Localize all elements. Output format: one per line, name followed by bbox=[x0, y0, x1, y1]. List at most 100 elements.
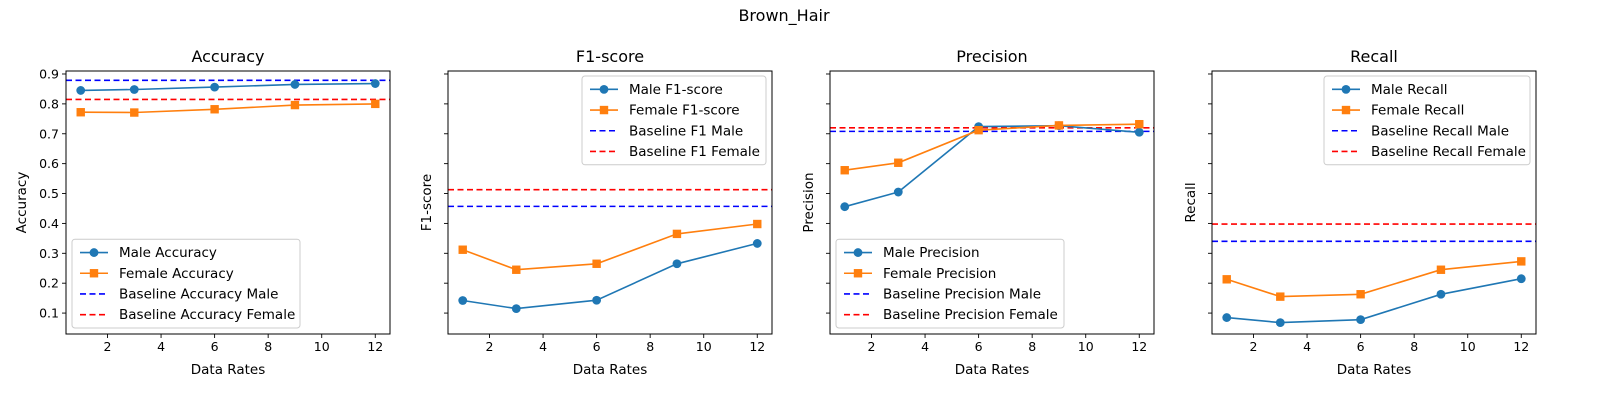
chart-1-legend-label-male-accuracy: Male Accuracy bbox=[119, 245, 217, 261]
chart-4-x-tick-label: 12 bbox=[1513, 339, 1529, 354]
chart-4-data-point-male-recall bbox=[1436, 289, 1446, 299]
chart-2-legend-label-male-f1-score: Male F1-score bbox=[629, 82, 723, 98]
chart-1-plot-area bbox=[66, 79, 390, 117]
chart-4-data-point-male-recall bbox=[1275, 318, 1285, 328]
chart-2-x-tick-label: 10 bbox=[696, 339, 712, 354]
chart-3-plot-area bbox=[830, 119, 1154, 212]
chart-1-data-point-male-accuracy bbox=[370, 79, 380, 88]
chart-3-data-point-male-precision bbox=[840, 202, 850, 212]
chart-1-data-point-male-accuracy bbox=[76, 86, 86, 95]
chart-1-data-point-female-accuracy bbox=[290, 100, 300, 110]
chart-4-title: Recall bbox=[1350, 47, 1398, 66]
chart-1-data-point-male-accuracy bbox=[290, 80, 300, 89]
chart-4-series-line-female-recall bbox=[1226, 260, 1522, 298]
chart-3-legend-marker-female-precision bbox=[853, 269, 863, 278]
chart-1-x-tick-label: 2 bbox=[104, 339, 112, 354]
chart-3-data-point-female-precision bbox=[894, 158, 903, 167]
chart-2-legend: Male F1-score Female F1-score Baseline F1 … bbox=[581, 75, 767, 166]
chart-4-legend-label-female-recall: Female Recall bbox=[1371, 103, 1464, 119]
chart-1-x-tick-label: 6 bbox=[211, 339, 219, 354]
chart-4-series-line-male-recall bbox=[1226, 277, 1522, 324]
chart-2-x-tick-label: 12 bbox=[749, 339, 765, 354]
chart-3-x-tick-label: 12 bbox=[1131, 339, 1147, 354]
chart-2-x-axis-label: Data Rates bbox=[573, 362, 648, 378]
chart-4-data-point-female-recall bbox=[1517, 257, 1526, 266]
chart-4-data-point-male-recall bbox=[1516, 274, 1526, 284]
chart-3-x-tick-label: 6 bbox=[975, 339, 983, 354]
chart-1-data-point-female-accuracy bbox=[371, 99, 380, 109]
chart-1-series-line-female-accuracy bbox=[80, 103, 376, 114]
chart-3-data-point-female-precision bbox=[1054, 121, 1064, 130]
chart-1-legend-label-baseline-accuracy-female: Baseline Accuracy Female bbox=[119, 307, 295, 323]
chart-1-legend-marker-male-accuracy bbox=[89, 248, 99, 257]
chart-3-x-tick-label: 4 bbox=[921, 339, 929, 354]
chart-1-legend: Male Accuracy Female Accuracy Baseline Acc… bbox=[71, 238, 301, 329]
chart-panel-recall: Recall 2 4 6 8 10 12 Data Rates Recall Male Recal… bbox=[1183, 47, 1537, 378]
chart-4-data-point-male-recall bbox=[1222, 313, 1232, 322]
chart-1-x-tick-label: 10 bbox=[314, 339, 330, 354]
chart-1-y-tick-label: 0.9 bbox=[39, 66, 59, 81]
chart-1-y-tick-label: 0.2 bbox=[39, 276, 59, 291]
chart-1-x-tick-label: 12 bbox=[367, 339, 383, 354]
chart-2-legend-label-baseline-f1-male: Baseline F1 Male bbox=[629, 123, 743, 139]
chart-4-data-point-male-recall bbox=[1356, 315, 1366, 325]
chart-2-data-point-female-f1-score bbox=[592, 259, 601, 268]
chart-2-x-tick-label: 8 bbox=[646, 339, 654, 354]
chart-4-x-tick-label: 4 bbox=[1303, 339, 1311, 354]
chart-1-y-tick-label: 0.4 bbox=[39, 216, 59, 231]
chart-2-data-point-male-f1-score bbox=[592, 295, 602, 305]
chart-2-legend-marker-male-f1-score bbox=[599, 84, 609, 94]
chart-1-y-tick-label: 0.8 bbox=[39, 96, 59, 111]
chart-2-data-point-male-f1-score bbox=[458, 296, 468, 305]
chart-2-data-point-male-f1-score bbox=[511, 304, 521, 313]
chart-1-data-point-female-accuracy bbox=[210, 105, 219, 114]
chart-4-legend-box bbox=[1323, 75, 1531, 166]
chart-4-x-tick-label: 6 bbox=[1357, 339, 1365, 354]
chart-1-y-tick-label: 0.6 bbox=[39, 156, 59, 171]
chart-2-title: F1-score bbox=[576, 47, 644, 66]
chart-2-data-point-female-f1-score bbox=[458, 245, 467, 254]
chart-1-y-tick-label: 0.5 bbox=[39, 186, 59, 201]
chart-4-x-tick-label: 8 bbox=[1410, 339, 1418, 354]
chart-3-legend-label-female-precision: Female Precision bbox=[883, 266, 996, 282]
chart-3-x-axis-label: Data Rates bbox=[955, 362, 1030, 378]
chart-2-data-point-female-f1-score bbox=[512, 265, 521, 274]
chart-2-data-point-female-f1-score bbox=[672, 229, 682, 239]
chart-1-legend-label-female-accuracy: Female Accuracy bbox=[119, 266, 234, 282]
chart-4-x-tick-label: 10 bbox=[1460, 339, 1476, 354]
chart-1-y-axis-label: Accuracy bbox=[14, 172, 30, 234]
chart-3-axes-frame bbox=[829, 70, 1155, 335]
chart-2-series-line-male-f1-score bbox=[462, 242, 758, 310]
chart-4-legend: Male Recall Female Recall Baseline Recall … bbox=[1323, 75, 1531, 166]
chart-1-x-tick-label: 8 bbox=[264, 339, 272, 354]
chart-panel-precision: Precision 2 4 6 8 10 12 Data Rates Precision Male… bbox=[801, 47, 1155, 378]
chart-4-data-point-female-recall bbox=[1222, 275, 1231, 284]
chart-4-legend-label-baseline-recall-male: Baseline Recall Male bbox=[1371, 123, 1509, 139]
chart-2-data-point-male-f1-score bbox=[672, 259, 682, 269]
chart-2-plot-area bbox=[448, 188, 772, 313]
chart-3-legend-marker-male-precision bbox=[853, 248, 863, 257]
chart-3-data-point-male-precision bbox=[1134, 127, 1144, 137]
chart-2-x-tick-label: 4 bbox=[539, 339, 547, 354]
chart-2-legend-label-baseline-f1-female: Baseline F1 Female bbox=[629, 144, 760, 160]
chart-panel-f1-score: F1-score 2 4 6 8 10 12 Data Rates F1-score Male F… bbox=[419, 47, 773, 378]
chart-1-legend-label-baseline-accuracy-male: Baseline Accuracy Male bbox=[119, 286, 278, 302]
chart-1-data-point-male-accuracy bbox=[210, 82, 220, 92]
chart-2-series-line-female-f1-score bbox=[462, 223, 758, 271]
chart-4-legend-label-baseline-recall-female: Baseline Recall Female bbox=[1371, 144, 1526, 160]
chart-4-legend-marker-male-recall bbox=[1341, 84, 1351, 94]
chart-1-y-tick-label: 0.1 bbox=[39, 306, 59, 321]
chart-2-data-point-male-f1-score bbox=[752, 239, 762, 248]
chart-1-x-axis-label: Data Rates bbox=[191, 362, 266, 378]
chart-4-x-tick-label: 2 bbox=[1250, 339, 1258, 354]
chart-panels: Accuracy 2 4 6 8 10 12 0.1 0.2 0.3 0.4 0.5 0.6 0.7 0.8… bbox=[14, 47, 1537, 378]
chart-3-x-tick-label: 10 bbox=[1078, 339, 1094, 354]
chart-4-legend-marker-female-recall bbox=[1341, 105, 1351, 115]
chart-3-data-point-female-precision bbox=[1135, 119, 1144, 129]
chart-4-legend-label-male-recall: Male Recall bbox=[1371, 82, 1448, 98]
chart-3-legend-label-baseline-precision-female: Baseline Precision Female bbox=[883, 307, 1058, 323]
chart-4-data-point-female-recall bbox=[1356, 290, 1365, 299]
chart-2-legend-box bbox=[581, 75, 767, 166]
chart-1-axes-frame bbox=[65, 70, 391, 335]
chart-2-axes-frame bbox=[447, 70, 773, 335]
